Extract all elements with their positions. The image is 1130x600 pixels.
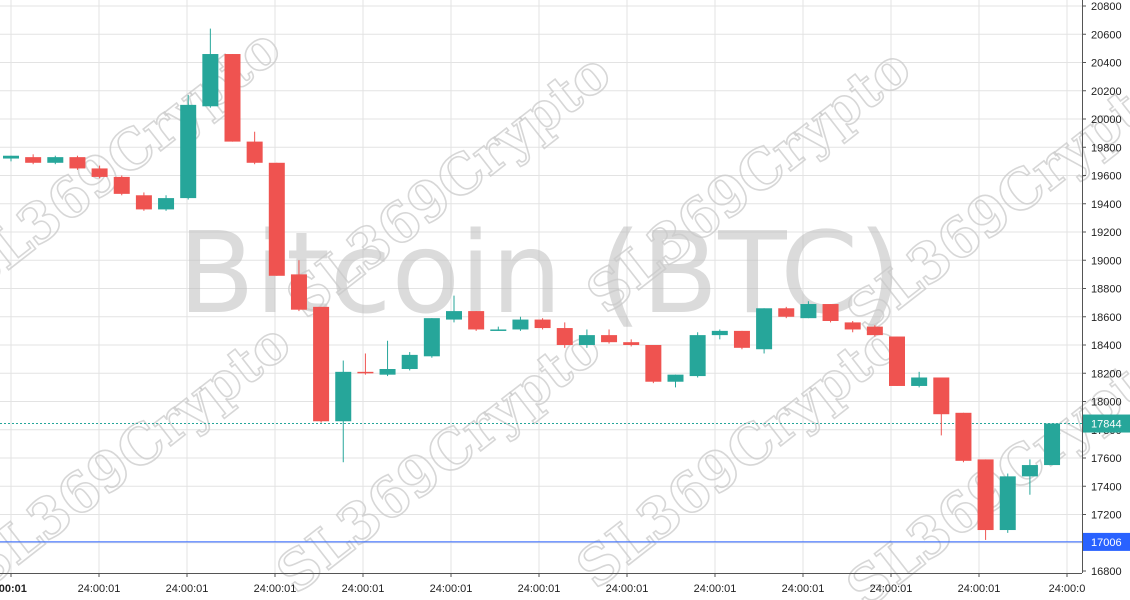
reference-lines <box>0 423 1082 543</box>
y-tick-label: 20800 <box>1091 1 1122 13</box>
support-label-bg <box>1083 532 1130 551</box>
candle-up <box>335 371 352 422</box>
candle-down <box>534 319 551 329</box>
candle-down <box>313 306 330 422</box>
y-tick-label: 20200 <box>1091 86 1122 98</box>
candle-up <box>202 54 219 107</box>
candle-up <box>667 374 684 382</box>
y-tick-label: 16800 <box>1091 566 1122 578</box>
candle-up <box>756 308 773 350</box>
y-tick-label: 17600 <box>1091 453 1122 465</box>
candle-down <box>889 336 905 386</box>
candle-up <box>999 476 1016 531</box>
y-tick-label: 19200 <box>1091 227 1122 239</box>
candle-down <box>955 412 972 461</box>
x-tick-label: 24:00:01 <box>870 583 913 595</box>
y-tick-label: 18600 <box>1091 312 1122 324</box>
x-tick-label: 24:00:0 <box>1049 583 1086 595</box>
candle-up <box>1021 465 1038 477</box>
x-tick-label: 24:00:01 <box>342 583 385 595</box>
grid <box>0 0 1082 573</box>
support-label: 17006 <box>1091 537 1122 549</box>
candle-up <box>446 311 462 320</box>
y-tick-label: 20400 <box>1091 58 1122 70</box>
watermark-text: SL369Crypto <box>0 309 302 600</box>
y-tick-label: 18200 <box>1091 368 1122 380</box>
candle-down <box>246 141 263 163</box>
candle-up <box>158 198 175 210</box>
candle-up <box>800 304 817 319</box>
x-tick-label: :00:01 <box>0 583 27 595</box>
candle-down <box>866 326 883 336</box>
y-tick-label: 18400 <box>1091 340 1122 352</box>
candle-up <box>401 354 418 370</box>
x-tick-label: 24:00:01 <box>254 583 297 595</box>
x-tick-label: 24:00:01 <box>694 583 737 595</box>
candle-down <box>977 459 994 531</box>
y-tick-label: 18800 <box>1091 284 1122 296</box>
candle-down <box>224 54 241 142</box>
candle-down <box>556 328 573 345</box>
candle-down <box>645 345 662 382</box>
x-tick-label: 24:00:01 <box>166 583 209 595</box>
x-tick-label: 24:00:01 <box>782 583 825 595</box>
x-tick-label: 24:00:01 <box>606 583 649 595</box>
candle-up <box>1044 423 1061 466</box>
y-tick-label: 19400 <box>1091 199 1122 211</box>
candle-up <box>379 369 396 375</box>
x-tick-label: 24:00:01 <box>78 583 121 595</box>
y-tick-label: 19000 <box>1091 255 1122 267</box>
candle-down <box>91 168 108 177</box>
candle-down <box>844 322 861 330</box>
x-tick-label: 24:00:01 <box>958 583 1001 595</box>
y-tick-label: 17400 <box>1091 481 1122 493</box>
candle-up <box>689 335 706 377</box>
candle-down <box>468 311 485 330</box>
x-tick-label: 24:00:01 <box>518 583 561 595</box>
candle-up <box>47 157 64 163</box>
candle-down <box>822 304 839 321</box>
y-tick-label: 18000 <box>1091 397 1122 409</box>
candle-up <box>911 377 928 386</box>
candle-up <box>490 329 507 331</box>
candle-up <box>512 319 529 330</box>
candle-down <box>25 157 42 163</box>
y-tick-label: 20000 <box>1091 114 1122 126</box>
candle-down <box>733 330 750 348</box>
candle-up <box>180 104 197 199</box>
candle-down <box>933 377 950 415</box>
candle-down <box>69 157 86 169</box>
y-tick-label: 17200 <box>1091 510 1122 522</box>
x-tick-label: 24:00:01 <box>430 583 473 595</box>
y-tick-label: 19600 <box>1091 171 1122 183</box>
candle-up <box>3 155 19 159</box>
candle-down <box>601 335 618 343</box>
candle-down <box>135 195 152 210</box>
candle-down <box>778 308 795 317</box>
candle-down <box>290 274 307 310</box>
candle-down <box>113 176 130 194</box>
current-price-label-bg <box>1083 414 1130 433</box>
candle-up <box>578 335 595 345</box>
candle-down <box>623 342 640 345</box>
current-price-label: 17844 <box>1091 419 1122 431</box>
candle-down <box>357 371 374 374</box>
candles <box>3 28 1061 540</box>
candle-down <box>268 162 285 276</box>
y-tick-label: 20600 <box>1091 29 1122 41</box>
candle-up <box>423 318 440 357</box>
candle-up <box>711 330 728 336</box>
y-tick-label: 19800 <box>1091 142 1122 154</box>
